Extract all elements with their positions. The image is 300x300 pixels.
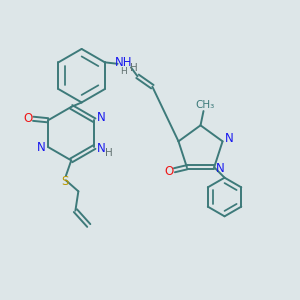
Text: N: N bbox=[37, 140, 46, 154]
Text: CH₃: CH₃ bbox=[195, 100, 214, 110]
Text: H: H bbox=[105, 148, 112, 158]
Text: NH: NH bbox=[115, 56, 132, 69]
Text: H: H bbox=[130, 63, 138, 73]
Text: N: N bbox=[97, 111, 105, 124]
Text: N: N bbox=[97, 142, 105, 155]
Text: N: N bbox=[225, 133, 233, 146]
Text: S: S bbox=[61, 175, 69, 188]
Text: N: N bbox=[216, 162, 225, 175]
Text: O: O bbox=[23, 112, 32, 125]
Text: H: H bbox=[120, 67, 127, 76]
Text: O: O bbox=[164, 165, 174, 178]
